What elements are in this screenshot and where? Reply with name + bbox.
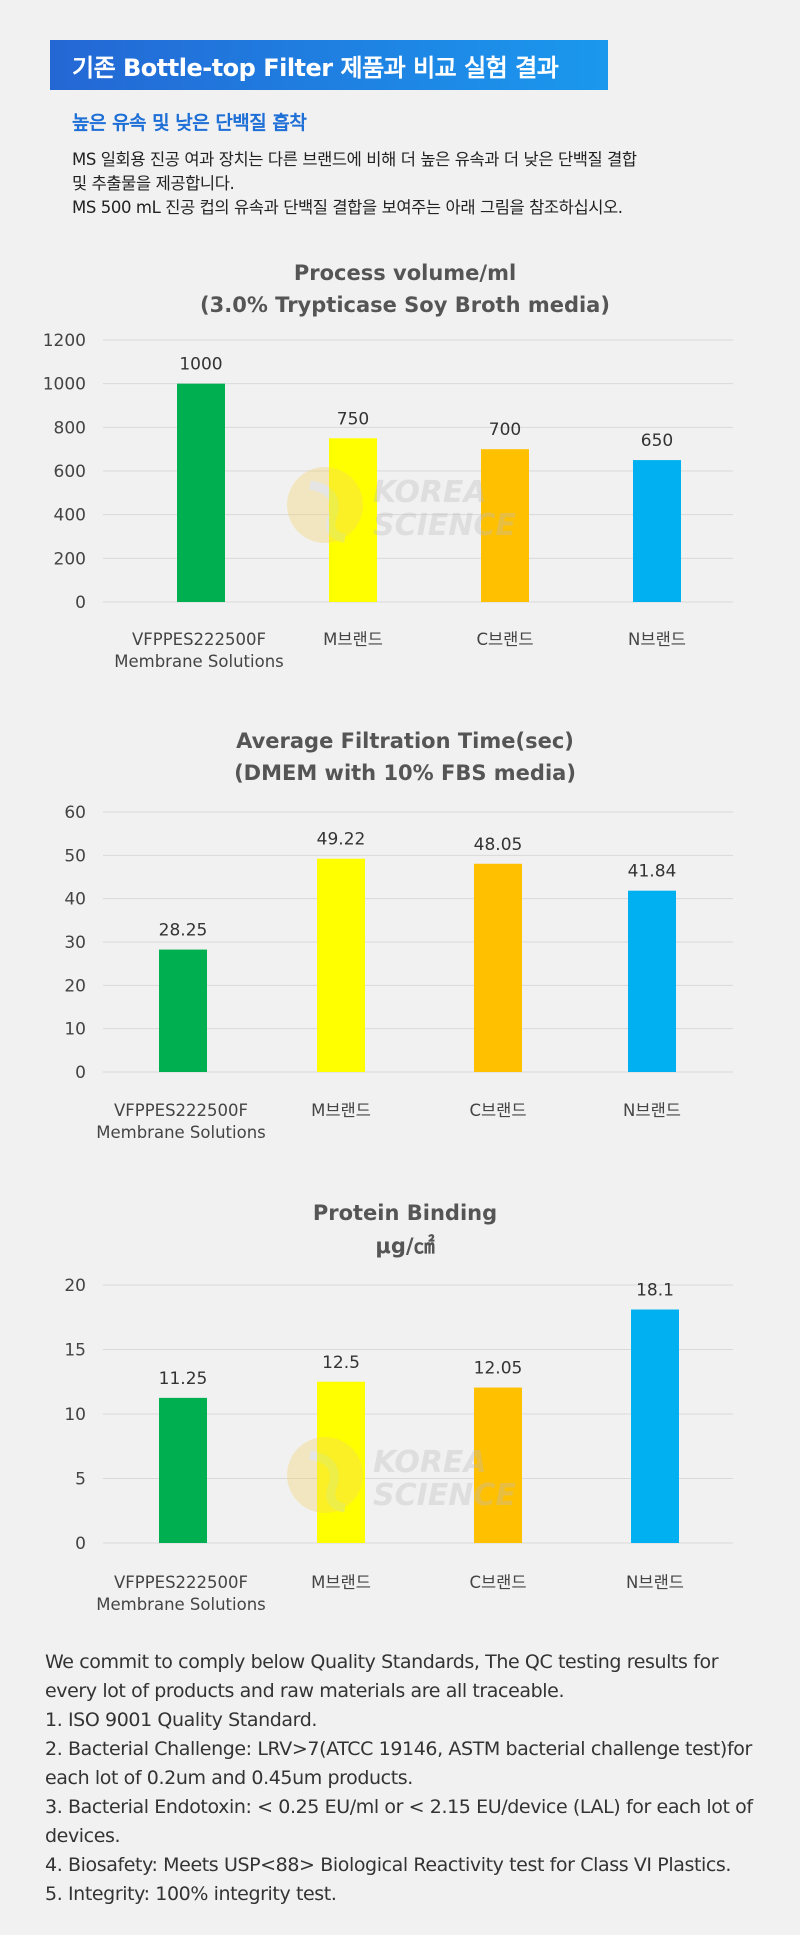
footer-line: We commit to comply below Quality Standa… <box>45 1651 719 1702</box>
data-label: 650 <box>641 431 673 451</box>
y-tick-label: 60 <box>64 803 86 823</box>
data-label: 49.22 <box>317 830 366 850</box>
bar <box>317 1381 365 1543</box>
chart-svg: Process volume/ml (3.0% Trypticase Soy Br… <box>43 261 733 671</box>
x-category-label: M브랜드 <box>311 1573 371 1592</box>
process-volume-chart: Process volume/ml (3.0% Trypticase Soy Br… <box>0 250 800 680</box>
chart-title: Process volume/ml <box>294 261 516 285</box>
x-category-label: Membrane Solutions <box>114 652 284 671</box>
quality-standards-text: We commit to comply below Quality Standa… <box>45 1648 775 1909</box>
x-category-label: N브랜드 <box>623 1101 681 1120</box>
x-category-label: Membrane Solutions <box>96 1123 266 1142</box>
footer-line: 4. Biosafety: Meets USP<88> Biological R… <box>45 1854 732 1876</box>
y-tick-label: 15 <box>64 1341 86 1361</box>
y-tick-label: 0 <box>75 1063 86 1083</box>
x-category-label: M브랜드 <box>323 630 383 649</box>
y-tick-label: 5 <box>75 1470 86 1490</box>
y-tick-label: 0 <box>75 593 86 613</box>
data-label: 28.25 <box>159 921 208 941</box>
data-label: 41.84 <box>628 862 677 882</box>
bar <box>631 1309 679 1543</box>
chart-subtitle: (3.0% Trypticase Soy Broth media) <box>200 293 610 317</box>
bar <box>633 460 681 602</box>
filtration-time-chart: Average Filtration Time(sec) (DMEM with 1… <box>0 718 800 1158</box>
x-category-label: C브랜드 <box>476 630 533 649</box>
x-category-label: VFPPES222500F <box>114 1101 248 1120</box>
y-tick-label: 1200 <box>43 331 86 351</box>
x-category-label: M브랜드 <box>311 1101 371 1120</box>
footer-line: 2. Bacterial Challenge: LRV>7(ATCC 19146… <box>45 1738 752 1789</box>
x-category-label: C브랜드 <box>469 1573 526 1592</box>
chart-title: Protein Binding <box>313 1201 497 1225</box>
bar <box>474 1387 522 1543</box>
chart-svg: Average Filtration Time(sec) (DMEM with 1… <box>64 729 733 1142</box>
y-tick-label: 10 <box>64 1020 86 1040</box>
bar <box>159 1397 207 1543</box>
y-tick-label: 30 <box>64 933 86 953</box>
x-category-label: VFPPES222500F <box>132 630 266 649</box>
x-category-label: N브랜드 <box>626 1573 684 1592</box>
intro-line: MS 500 mL 진공 컵의 유속과 단백질 결합을 보여주는 아래 그림을 … <box>72 198 623 217</box>
intro-line: 및 추출물을 제공합니다. <box>72 174 235 193</box>
data-label: 1000 <box>179 355 222 375</box>
data-label: 48.05 <box>474 835 523 855</box>
y-tick-label: 600 <box>54 462 86 482</box>
intro-line: MS 일회용 진공 여과 장치는 다른 브랜드에 비해 더 높은 유속과 더 낮… <box>72 150 637 169</box>
banner-title: 기존 Bottle-top Filter 제품과 비교 실험 결과 <box>50 40 608 90</box>
data-label: 18.1 <box>636 1281 674 1301</box>
y-tick-label: 20 <box>64 1276 86 1296</box>
section-subtitle: 높은 유속 및 낮은 단백질 흡착 <box>72 112 307 134</box>
bar <box>159 949 207 1072</box>
data-label: 750 <box>337 409 369 429</box>
y-tick-label: 200 <box>54 549 86 569</box>
bar <box>329 438 377 602</box>
x-category-label: C브랜드 <box>469 1101 526 1120</box>
bar <box>628 890 676 1072</box>
y-tick-label: 20 <box>64 976 86 996</box>
y-tick-label: 40 <box>64 890 86 910</box>
footer-line: 1. ISO 9001 Quality Standard. <box>45 1709 318 1731</box>
data-label: 12.5 <box>322 1353 360 1373</box>
data-label: 11.25 <box>159 1369 208 1389</box>
chart-subtitle: μg/㎠ <box>375 1234 434 1258</box>
data-label: 12.05 <box>474 1359 523 1379</box>
y-tick-label: 50 <box>64 846 86 866</box>
protein-binding-chart: Protein Binding μg/㎠ 0 5 10 15 20 11.25 VFPPES22… <box>0 1195 800 1625</box>
bar <box>177 383 225 602</box>
y-tick-label: 1000 <box>43 375 86 395</box>
x-category-label: N브랜드 <box>628 630 686 649</box>
x-category-label: Membrane Solutions <box>96 1595 266 1614</box>
chart-svg: Protein Binding μg/㎠ 0 5 10 15 20 11.25 VFPPES22… <box>64 1201 733 1614</box>
intro-text: MS 일회용 진공 여과 장치는 다른 브랜드에 비해 더 높은 유속과 더 낮… <box>72 148 752 220</box>
chart-subtitle: (DMEM with 10% FBS media) <box>234 761 576 785</box>
y-tick-label: 400 <box>54 506 86 526</box>
bar <box>317 858 365 1072</box>
bar <box>474 863 522 1072</box>
y-tick-label: 800 <box>54 418 86 438</box>
x-category-label: VFPPES222500F <box>114 1573 248 1592</box>
footer-line: 3. Bacterial Endotoxin: < 0.25 EU/ml or … <box>45 1796 753 1847</box>
data-label: 700 <box>489 420 521 440</box>
y-tick-label: 10 <box>64 1405 86 1425</box>
chart-title: Average Filtration Time(sec) <box>236 729 574 753</box>
y-tick-label: 0 <box>75 1534 86 1554</box>
footer-line: 5. Integrity: 100% integrity test. <box>45 1883 337 1905</box>
bar <box>481 449 529 602</box>
